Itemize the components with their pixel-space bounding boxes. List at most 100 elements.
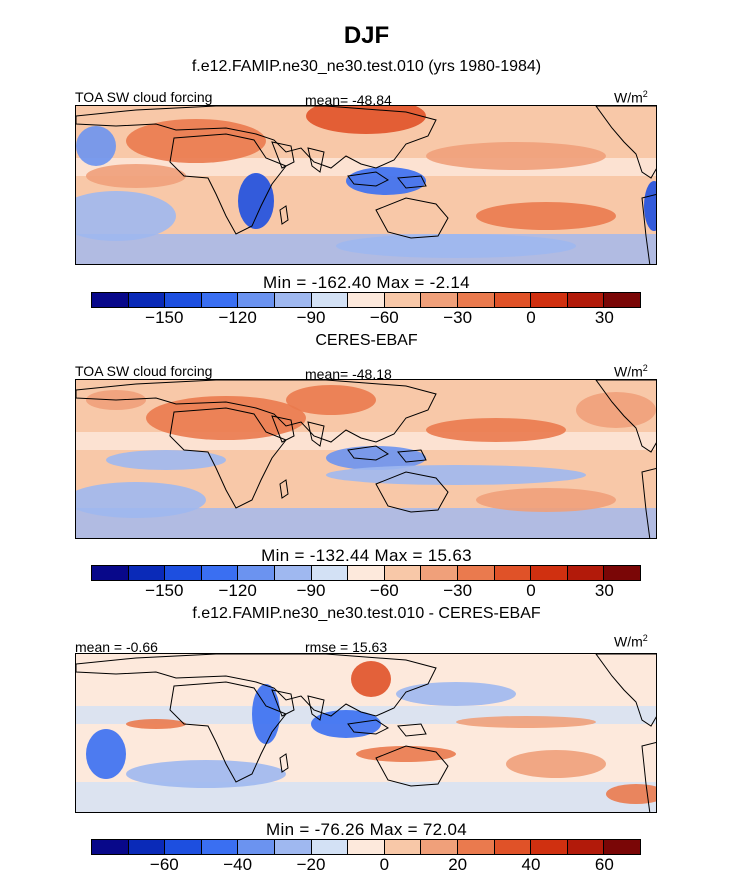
- panel-1-subtitle: f.e12.FAMIP.ne30_ne30.test.010 (yrs 1980…: [191, 58, 542, 75]
- panel-3-units-label: W/m2: [614, 633, 648, 650]
- panel-1-map: [75, 105, 657, 265]
- field-contour: [606, 784, 656, 804]
- panel-1-colorbar-ticks: −150 −120 −90 −60 −30 0 30: [91, 308, 641, 328]
- colorbar-swatch: [567, 840, 605, 854]
- colorbar-tick-label: −90: [296, 308, 326, 327]
- panel-2-mean-label: mean= -48.18: [305, 366, 392, 382]
- coastline: [279, 205, 289, 225]
- colorbar-swatch: [384, 566, 422, 580]
- colorbar-swatch: [531, 566, 568, 580]
- colorbar-tick-label: −90: [296, 581, 326, 600]
- field-contour: [644, 181, 656, 231]
- colorbar-swatch: [92, 566, 129, 580]
- field-contour: [336, 234, 576, 258]
- colorbar-swatch: [531, 293, 568, 307]
- colorbar-tick-label: −60: [369, 581, 399, 600]
- colorbar-tick-label: 60: [594, 855, 614, 874]
- colorbar-swatch: [165, 566, 202, 580]
- panel-3-colorbar-ticks: −60 −40 −20 0 20 40 60: [91, 855, 641, 875]
- coastline: [595, 654, 656, 727]
- map-canvas: [76, 380, 656, 538]
- coastline: [375, 471, 449, 513]
- field-contour: [456, 716, 596, 728]
- colorbar-tick-label: −20: [296, 855, 326, 874]
- field-contour: [306, 106, 426, 134]
- field-contour: [146, 396, 306, 440]
- colorbar-swatch: [348, 566, 385, 580]
- field-contour: [576, 392, 656, 428]
- colorbar-tick-label: 0: [526, 581, 536, 600]
- field-contour: [86, 729, 126, 779]
- colorbar-swatch: [238, 566, 275, 580]
- colorbar-swatch: [384, 293, 422, 307]
- coastline: [169, 681, 287, 783]
- colorbar-swatch: [421, 293, 458, 307]
- field-contour: [126, 719, 186, 729]
- colorbar-tick-label: −30: [443, 308, 473, 327]
- field-contour: [126, 760, 286, 788]
- colorbar-swatch: [494, 840, 532, 854]
- field-contour: [238, 173, 274, 229]
- colorbar-swatch: [311, 566, 349, 580]
- colorbar-swatch: [567, 293, 605, 307]
- colorbar-swatch: [165, 293, 202, 307]
- colorbar-swatch: [457, 566, 495, 580]
- coastline: [641, 193, 656, 264]
- coastline: [169, 133, 287, 235]
- coastline: [595, 106, 656, 179]
- panel-3-map: [75, 653, 657, 813]
- field-contour: [426, 418, 566, 442]
- colorbar-tick-label: −60: [149, 855, 179, 874]
- colorbar-tick-label: 0: [526, 308, 536, 327]
- colorbar-tick-label: −120: [218, 581, 257, 600]
- figure-title: DJF: [343, 22, 390, 49]
- colorbar-swatch: [348, 293, 385, 307]
- field-contour: [476, 202, 616, 230]
- field-contour: [311, 710, 381, 738]
- coastline: [169, 407, 287, 509]
- coastline: [279, 479, 289, 499]
- coastline: [347, 719, 427, 737]
- coastline: [641, 467, 656, 538]
- colorbar-swatch: [567, 566, 605, 580]
- colorbar-tick-label: −30: [443, 581, 473, 600]
- colorbar-swatch: [494, 293, 532, 307]
- coastline: [641, 741, 656, 812]
- coastline: [271, 141, 325, 173]
- colorbar-tick-label: −150: [145, 308, 184, 327]
- panel-2-map: [75, 379, 657, 539]
- coastline: [375, 197, 449, 239]
- panel-1-mean-label: mean= -48.84: [305, 92, 392, 108]
- colorbar-swatch: [165, 840, 202, 854]
- coastline: [76, 654, 437, 717]
- field-contour: [356, 746, 456, 762]
- field-contour: [351, 661, 391, 697]
- panel-1-field-label: TOA SW cloud forcing: [75, 89, 213, 105]
- panel-2-units-label: W/m2: [614, 363, 648, 380]
- colorbar-tick-label: 0: [379, 855, 390, 874]
- panel-1-units-label: W/m2: [614, 89, 648, 106]
- colorbar-swatch: [128, 840, 166, 854]
- field-contour: [286, 385, 376, 415]
- field-contour: [106, 450, 226, 470]
- colorbar-swatch: [311, 840, 349, 854]
- panel-2-field-label: TOA SW cloud forcing: [75, 363, 213, 379]
- panel-2-subtitle: CERES-EBAF: [315, 332, 418, 349]
- field-contour: [76, 126, 116, 166]
- colorbar-swatch: [421, 840, 458, 854]
- colorbar-swatch: [457, 840, 495, 854]
- coastline: [279, 753, 289, 773]
- colorbar-tick-label: −150: [145, 581, 184, 600]
- colorbar-swatch: [421, 566, 458, 580]
- colorbar-swatch: [274, 293, 312, 307]
- coastline: [595, 380, 656, 453]
- colorbar-swatch: [604, 566, 640, 580]
- colorbar-swatch: [128, 566, 166, 580]
- map-canvas: [76, 106, 656, 264]
- field-contour: [476, 488, 616, 512]
- colorbar-swatch: [311, 293, 349, 307]
- panel-3-rmse-label: rmse = 15.63: [305, 639, 388, 655]
- field-contour: [76, 191, 176, 241]
- panel-3-minmax: Min = -76.26 Max = 72.04: [266, 820, 467, 839]
- field-contour: [86, 164, 186, 188]
